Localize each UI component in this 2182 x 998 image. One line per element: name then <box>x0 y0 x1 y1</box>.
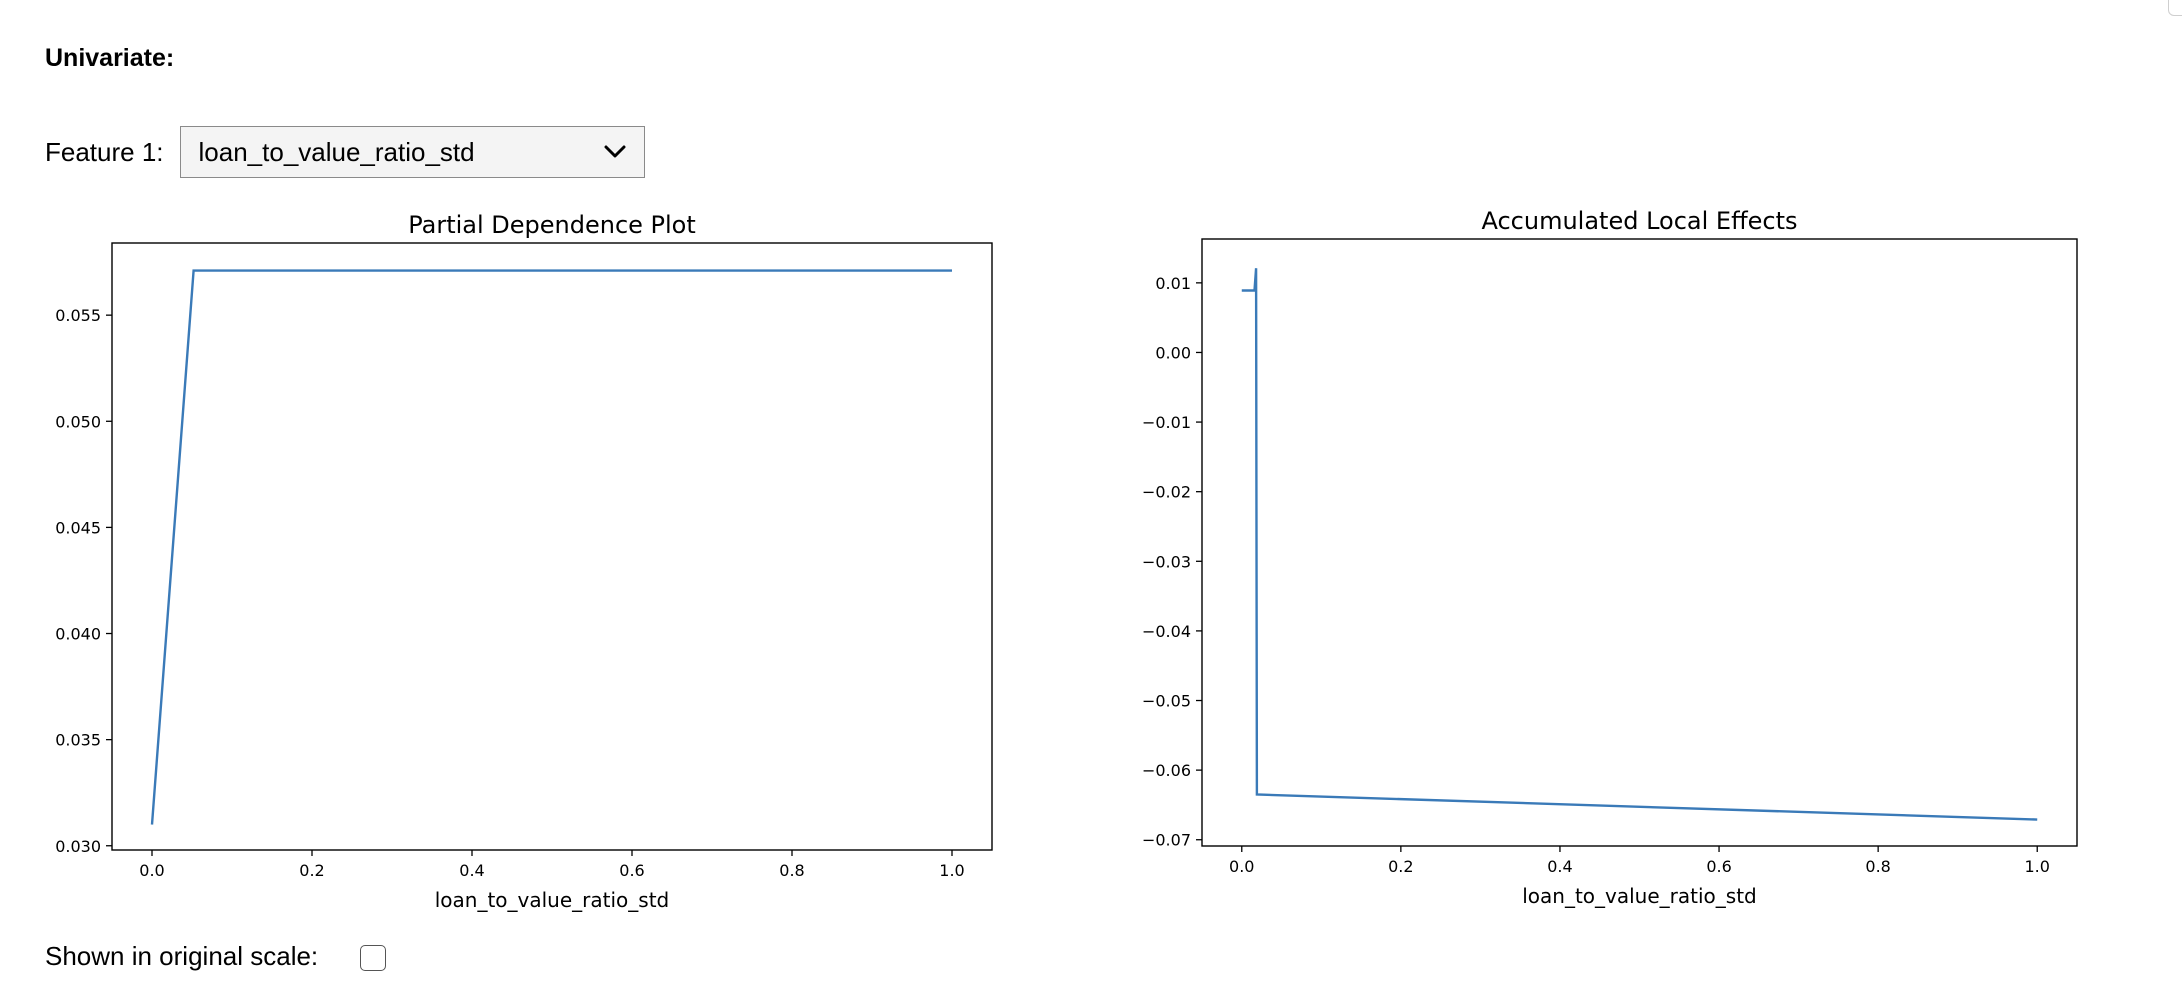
ale-y-tick-label: 0.00 <box>1155 343 1191 362</box>
pdp-series-line <box>150 269 952 825</box>
chevron-down-icon <box>604 145 626 159</box>
ale-y-tick-label: −0.03 <box>1142 552 1191 571</box>
ale-x-tick-label: 0.8 <box>1865 857 1890 876</box>
ale-y-tick-label: −0.07 <box>1142 831 1191 850</box>
ale-chart: Accumulated Local Effects 0.0 0.2 0.4 0.6 0.8… <box>1142 207 2078 908</box>
ale-x-tick-label: 1.0 <box>2025 857 2050 876</box>
pdp-y-tick-label: 0.035 <box>55 731 101 750</box>
ale-x-tick-label: 0.2 <box>1388 857 1413 876</box>
original-scale-label: Shown in original scale: <box>45 940 319 971</box>
ale-y-tick-label: −0.06 <box>1142 761 1191 780</box>
corner-resize-handle <box>2168 0 2182 16</box>
ale-x-tick-label: 0.4 <box>1547 857 1572 876</box>
pdp-y-tick-label: 0.045 <box>55 518 101 537</box>
pdp-y-tick-label: 0.030 <box>55 837 101 856</box>
pdp-x-tick-label: 0.6 <box>619 861 644 880</box>
pdp-y-tick-label: 0.050 <box>55 412 101 431</box>
pdp-x-axis-label: loan_to_value_ratio_std <box>435 888 670 912</box>
ale-y-tick-label: −0.01 <box>1142 413 1191 432</box>
ale-axes-frame <box>1201 238 2078 847</box>
ale-chart-title: Accumulated Local Effects <box>1481 207 1797 235</box>
ale-x-axis-label: loan_to_value_ratio_std <box>1522 884 1757 908</box>
feature-dropdown-value: loan_to_value_ratio_std <box>198 136 475 167</box>
feature-dropdown[interactable]: loan_to_value_ratio_std <box>179 126 645 178</box>
pdp-axes-frame <box>111 242 993 851</box>
original-scale-checkbox[interactable] <box>360 945 387 971</box>
pdp-x-tick-label: 0.8 <box>779 861 804 880</box>
ale-x-tick-label: 0.0 <box>1229 857 1254 876</box>
pdp-x-tick-label: 0.4 <box>459 861 484 880</box>
ale-y-tick-label: 0.01 <box>1155 274 1191 293</box>
pdp-y-tick-label: 0.055 <box>55 306 101 325</box>
pdp-x-tick-label: 0.0 <box>139 861 164 880</box>
charts-figure: Partial Dependence Plot 0.0 0.2 0.4 0.6 0.8 1.… <box>55 207 2078 912</box>
ale-x-tick-label: 0.6 <box>1706 857 1731 876</box>
ale-y-tick-label: −0.04 <box>1142 622 1191 641</box>
pdp-y-tick-label: 0.040 <box>55 625 101 644</box>
feature-label: Feature 1: <box>45 136 164 167</box>
original-scale-row: Shown in original scale: <box>45 936 387 976</box>
pdp-x-tick-label: 0.2 <box>299 861 324 880</box>
ale-y-tick-label: −0.05 <box>1142 692 1191 711</box>
pdp-chart: Partial Dependence Plot 0.0 0.2 0.4 0.6 0.8 1.… <box>55 211 993 912</box>
feature-selector-row: Feature 1: loan_to_value_ratio_std <box>45 126 645 178</box>
ale-series-line <box>1241 268 2038 821</box>
section-title: Univariate: <box>45 44 175 72</box>
pdp-x-tick-label: 1.0 <box>939 861 964 880</box>
pdp-chart-title: Partial Dependence Plot <box>408 211 696 239</box>
ale-y-tick-label: −0.02 <box>1142 483 1191 502</box>
